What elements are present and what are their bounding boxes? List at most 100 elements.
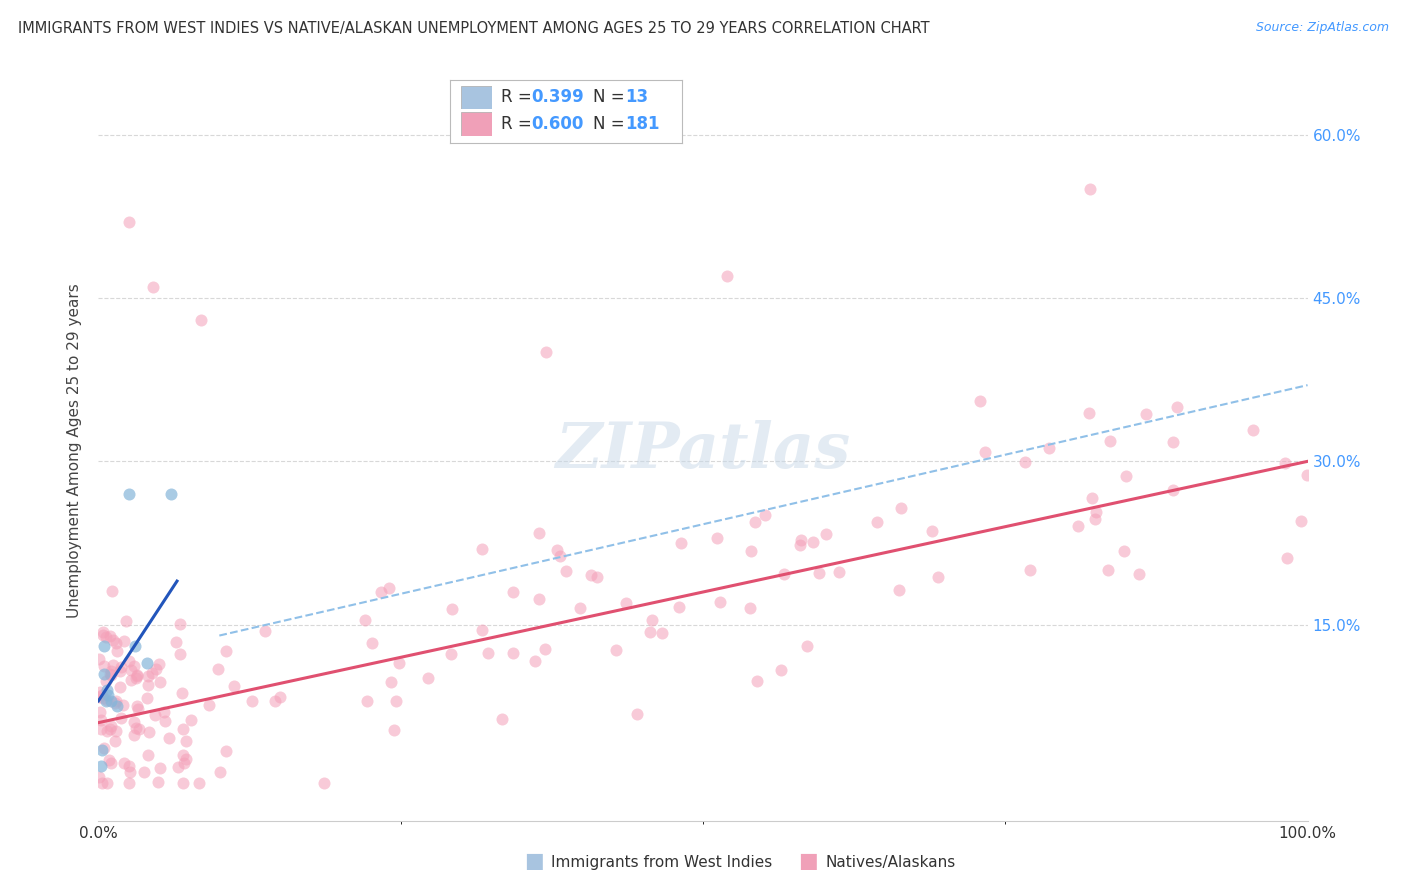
Text: 13: 13 [626,88,648,106]
Point [198,698,221,712]
Point [143,708,166,723]
Point [138,747,160,762]
Point [263,693,285,707]
Point [91,688,114,702]
Point [172,775,194,789]
Point [769,663,792,677]
Point [110,659,132,673]
Point [1014,455,1036,469]
Point [671,536,693,550]
Point [1078,182,1101,196]
Point [527,525,550,540]
Point [471,623,494,637]
Point [738,601,761,615]
Point [96,724,118,739]
Point [1019,563,1042,577]
Text: R =: R = [501,88,537,106]
Point [101,632,124,647]
Point [1277,550,1299,565]
Point [170,686,193,700]
Point [118,487,141,501]
Point [1161,434,1184,449]
Y-axis label: Unemployment Among Ages 25 to 29 years: Unemployment Among Ages 25 to 29 years [67,283,83,618]
Text: 0.600: 0.600 [531,115,583,133]
Point [1289,514,1312,528]
Point [153,714,176,728]
Point [173,756,195,771]
Point [112,633,135,648]
Point [491,712,513,726]
Point [626,706,648,721]
Point [136,668,159,682]
Text: N =: N = [593,115,630,133]
Point [378,582,401,596]
Point [172,722,194,736]
Point [127,702,149,716]
Point [128,722,150,736]
Point [91,628,114,642]
Point [1115,469,1137,483]
Point [828,565,851,579]
Point [605,643,627,657]
Point [118,759,141,773]
Point [90,759,112,773]
Point [890,500,912,515]
Point [638,625,661,640]
Point [416,671,439,685]
Point [801,535,824,549]
Point [96,673,118,688]
Point [112,756,135,770]
Point [91,775,114,789]
Text: ■: ■ [524,851,544,871]
Text: ZIPatlas: ZIPatlas [555,420,851,481]
Point [125,722,148,736]
Point [167,760,190,774]
Point [93,740,115,755]
Point [370,585,392,599]
Point [104,724,127,739]
Point [87,690,110,704]
Point [614,596,637,610]
Point [974,445,997,459]
Point [93,659,115,673]
Point [815,526,838,541]
Point [207,662,229,676]
Point [579,568,602,582]
Point [361,636,384,650]
Point [159,731,181,746]
Text: Immigrants from West Indies: Immigrants from West Indies [551,855,772,870]
Point [789,538,811,552]
Point [135,656,157,670]
Point [97,689,120,703]
Point [100,668,122,682]
Point [356,694,378,708]
Point [93,625,115,640]
Point [89,706,111,720]
Point [529,592,551,607]
Point [118,775,141,789]
Point [115,614,138,628]
Point [709,595,731,609]
Point [1274,456,1296,470]
Point [1135,407,1157,421]
Point [138,724,160,739]
Point [142,280,165,294]
Point [124,714,146,729]
Point [1166,400,1188,414]
Point [1161,483,1184,497]
Point [87,770,110,784]
Point [388,656,411,670]
Point [160,487,183,501]
Text: 181: 181 [626,115,661,133]
Point [1084,512,1107,526]
Point [91,691,114,706]
Point [548,549,571,563]
Point [120,673,142,687]
Point [148,657,170,671]
Point [174,752,197,766]
Point [314,775,336,789]
Point [1098,434,1121,449]
Point [93,640,115,654]
Point [104,734,127,748]
Point [104,696,127,710]
